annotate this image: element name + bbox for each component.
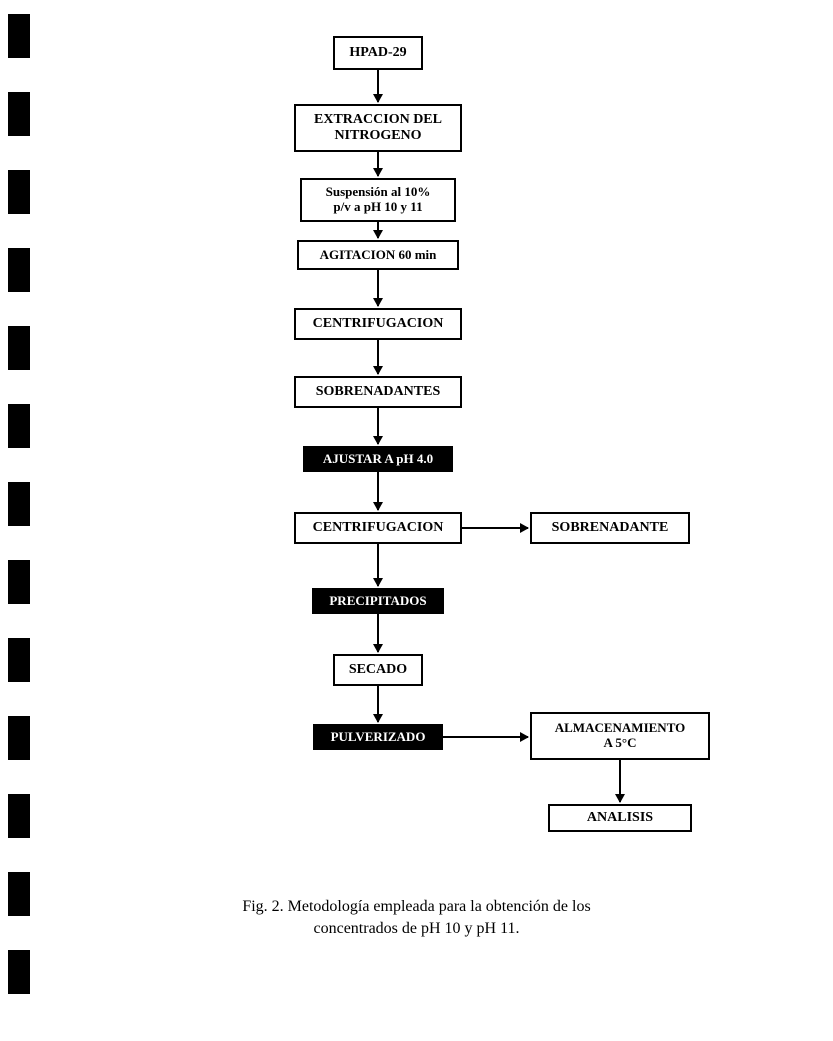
arrow — [377, 152, 379, 176]
spiral-tab — [8, 794, 30, 838]
flow-node-side1: SOBRENADANTE — [530, 512, 690, 544]
spiral-tab — [8, 560, 30, 604]
flow-node-n9: PRECIPITADOS — [312, 588, 444, 614]
arrow — [462, 527, 528, 529]
figure-caption: Fig. 2. Metodología empleada para la obt… — [0, 896, 833, 939]
spiral-tab — [8, 248, 30, 292]
page: HPAD-29 EXTRACCION DELNITROGENO Suspensión… — [0, 0, 833, 1041]
arrow — [377, 614, 379, 652]
arrow — [377, 222, 379, 238]
arrow — [377, 408, 379, 444]
spiral-tab — [8, 92, 30, 136]
arrow — [377, 70, 379, 102]
arrow — [377, 340, 379, 374]
spiral-tab — [8, 170, 30, 214]
spiral-binding — [0, 0, 32, 1041]
flow-node-n3: Suspensión al 10%p/v a pH 10 y 11 — [300, 178, 456, 222]
flow-node-n6: SOBRENADANTES — [294, 376, 462, 408]
spiral-tab — [8, 482, 30, 526]
spiral-tab — [8, 326, 30, 370]
arrow — [377, 270, 379, 306]
spiral-tab — [8, 716, 30, 760]
flow-node-n8: CENTRIFUGACION — [294, 512, 462, 544]
flow-node-n11: PULVERIZADO — [313, 724, 443, 750]
arrow — [619, 760, 621, 802]
arrow — [377, 544, 379, 586]
flow-node-n1: HPAD-29 — [333, 36, 423, 70]
flow-node-n5: CENTRIFUGACION — [294, 308, 462, 340]
flow-node-side2: ALMACENAMIENTOA 5°C — [530, 712, 710, 760]
flow-node-n2: EXTRACCION DELNITROGENO — [294, 104, 462, 152]
flow-node-n4: AGITACION 60 min — [297, 240, 459, 270]
arrow — [443, 736, 528, 738]
spiral-tab — [8, 638, 30, 682]
spiral-tab — [8, 404, 30, 448]
flow-node-n7: AJUSTAR A pH 4.0 — [303, 446, 453, 472]
flow-node-n10: SECADO — [333, 654, 423, 686]
arrow — [377, 472, 379, 510]
spiral-tab — [8, 950, 30, 994]
flow-node-side3: ANALISIS — [548, 804, 692, 832]
arrow — [377, 686, 379, 722]
spiral-tab — [8, 14, 30, 58]
